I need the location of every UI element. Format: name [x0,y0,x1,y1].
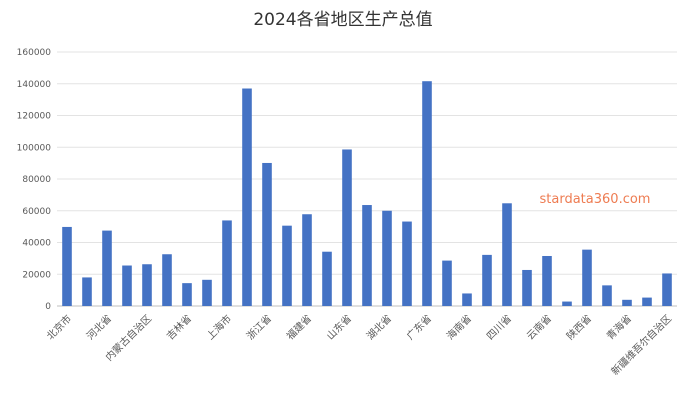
x-tick-label: 河北省 [84,312,114,342]
y-tick-label: 100000 [17,143,52,153]
y-tick-label: 20000 [22,270,51,280]
bar [482,254,492,306]
bar [162,254,172,306]
x-tick-label: 福建省 [284,312,314,342]
bar [502,203,512,306]
y-tick-label: 140000 [17,80,52,90]
y-tick-label: 80000 [22,175,51,185]
bar [142,264,152,306]
bar [602,285,612,306]
bar [402,221,412,306]
y-tick-label: 60000 [22,207,51,217]
bar [242,88,252,306]
x-tick-label: 北京市 [44,312,74,342]
bar [202,279,212,306]
x-axis-ticks: 北京市 河北省内蒙古自治区 吉林省 上海市 浙江省 福建省 山东省 湖北省 广东省 海南省 四川省云… [44,312,674,378]
bar [302,214,312,306]
y-tick-label: 40000 [22,239,51,249]
gridlines [57,51,677,307]
bar [222,220,232,306]
bar [182,283,192,306]
x-tick-label: 云南省 [524,312,554,342]
y-tick-label: 0 [45,302,51,312]
x-tick-label: 青海省 [604,312,634,342]
bars [62,81,672,307]
x-tick-label: 吉林省 [164,312,194,342]
bar [122,265,132,306]
y-tick-label: 160000 [17,48,52,58]
bar [562,301,572,306]
bar [382,210,392,306]
bar [282,225,292,306]
bar [82,277,92,306]
bar [102,230,112,306]
bar [642,297,652,306]
bar [262,162,272,306]
bar [422,81,432,307]
bar [342,149,352,306]
x-tick-label: 浙江省 [244,312,274,342]
x-tick-label: 山东省 [324,312,354,342]
watermark: stardata360.com [540,192,651,207]
x-tick-label: 湖北省 [364,312,394,342]
y-axis-ticks: 0 20000 40000 60000 80000 100000 120000 140000 1… [17,48,52,312]
x-tick-label: 广东省 [404,312,434,342]
bar [542,255,552,306]
x-tick-label: 海南省 [444,312,474,342]
x-tick-label: 上海市 [204,312,234,342]
bar [582,249,592,306]
bar [442,260,452,306]
bar [362,205,372,306]
bar [622,299,632,306]
chart-title: 2024各省地区生产总值 [253,10,432,30]
bar [662,273,672,306]
x-tick-label: 四川省 [484,312,514,342]
bar [62,226,72,306]
y-tick-label: 120000 [17,112,52,122]
bar [522,269,532,306]
bar [462,293,472,306]
bar [322,251,332,306]
x-tick-label: 陕西省 [564,312,594,342]
